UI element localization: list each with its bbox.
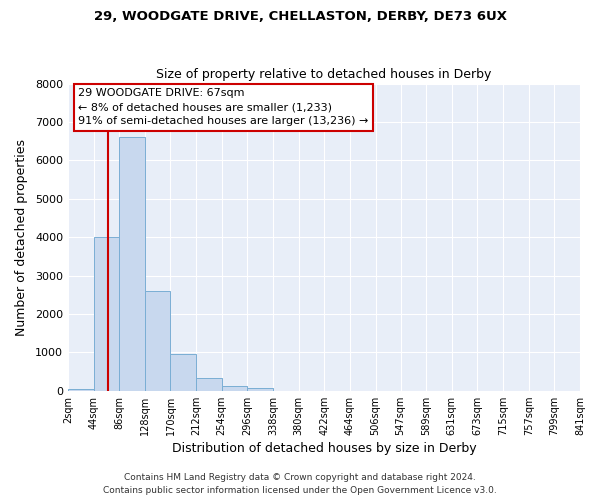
Bar: [222, 386, 247, 390]
Y-axis label: Number of detached properties: Number of detached properties: [15, 138, 28, 336]
Text: 29, WOODGATE DRIVE, CHELLASTON, DERBY, DE73 6UX: 29, WOODGATE DRIVE, CHELLASTON, DERBY, D…: [94, 10, 506, 23]
Bar: [68, 389, 94, 390]
Bar: [145, 291, 170, 390]
Text: 29 WOODGATE DRIVE: 67sqm
← 8% of detached houses are smaller (1,233)
91% of semi: 29 WOODGATE DRIVE: 67sqm ← 8% of detache…: [78, 88, 368, 126]
Bar: [196, 378, 222, 390]
Bar: [119, 138, 145, 390]
Text: Contains HM Land Registry data © Crown copyright and database right 2024.
Contai: Contains HM Land Registry data © Crown c…: [103, 473, 497, 495]
Bar: [170, 354, 196, 391]
Title: Size of property relative to detached houses in Derby: Size of property relative to detached ho…: [156, 68, 491, 81]
Bar: [94, 237, 119, 390]
X-axis label: Distribution of detached houses by size in Derby: Distribution of detached houses by size …: [172, 442, 476, 455]
Bar: [247, 388, 273, 390]
